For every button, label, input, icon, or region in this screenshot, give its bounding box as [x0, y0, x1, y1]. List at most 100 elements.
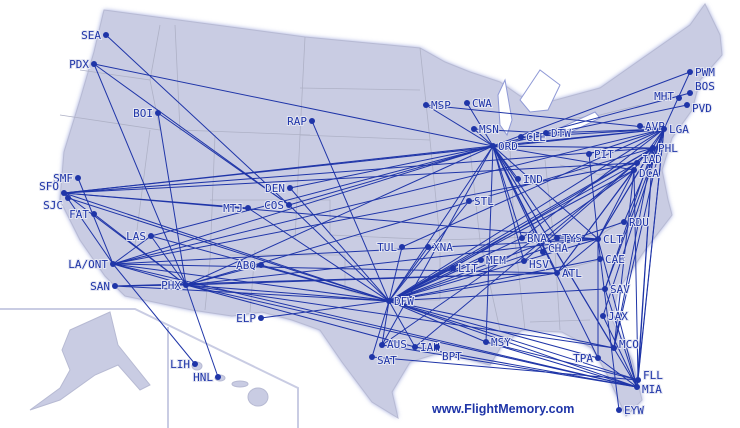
route-ord-cha — [492, 145, 544, 253]
airport-dot — [258, 315, 264, 321]
airport-dot — [286, 202, 292, 208]
airport-label: CLE — [526, 131, 546, 144]
airport-cae[interactable]: CAE — [597, 252, 626, 267]
airport-tpa[interactable]: TPA — [572, 351, 601, 366]
airport-smf[interactable]: SMF — [52, 171, 81, 186]
airport-dot — [687, 69, 693, 75]
route-atl-dfw — [388, 272, 558, 302]
airport-label: RAP — [287, 115, 307, 128]
airport-label: LIT — [458, 262, 478, 275]
airport-rdu[interactable]: RDU — [621, 215, 650, 230]
route-lga-dfw — [388, 128, 665, 302]
airport-dot — [621, 219, 627, 225]
airport-atl[interactable]: ATL — [554, 266, 583, 281]
airport-phl[interactable]: PHL — [650, 141, 679, 156]
airport-label: SFO — [39, 180, 59, 193]
route-clt-pit — [588, 153, 599, 240]
airport-sav[interactable]: SAV — [602, 282, 631, 297]
route-mtj-dfw — [247, 207, 390, 302]
airport-lit[interactable]: LIT — [450, 261, 479, 276]
airport-hsv[interactable]: HSV — [521, 257, 550, 272]
airport-boi[interactable]: BOI — [132, 106, 161, 121]
airport-pdx[interactable]: PDX — [68, 57, 97, 72]
airport-iah[interactable]: IAH — [412, 340, 441, 355]
airport-lih[interactable]: LIH — [169, 357, 198, 372]
route-phx-boi — [157, 112, 187, 286]
airport-dot — [631, 167, 637, 173]
airport-cwa[interactable]: CWA — [464, 96, 493, 111]
airport-mht[interactable]: MHT — [653, 89, 682, 104]
airport-pvd[interactable]: PVD — [684, 101, 713, 116]
airport-dca[interactable]: DCA — [631, 166, 660, 181]
airport-san[interactable]: SAN — [89, 279, 118, 294]
airport-mco[interactable]: MCO — [611, 337, 640, 352]
airport-dot — [515, 176, 521, 182]
airport-dot — [554, 270, 560, 276]
route-lga-sfo — [63, 128, 665, 194]
route-cwa-ord — [466, 102, 494, 147]
airport-mem[interactable]: MEM — [478, 253, 507, 268]
airport-phx[interactable]: PHX — [160, 278, 189, 293]
airport-sea[interactable]: SEA — [80, 28, 109, 43]
alaska — [29, 311, 151, 411]
airport-fat[interactable]: FAT — [68, 207, 97, 222]
footer-website-link[interactable]: www.FlightMemory.com — [432, 402, 575, 416]
airport-msy[interactable]: MSY — [483, 335, 512, 350]
airport-tys[interactable]: TYS — [554, 231, 583, 246]
airport-eyw[interactable]: EYW — [616, 403, 645, 418]
airport-bna[interactable]: BNA — [519, 231, 548, 246]
airport-mia[interactable]: MIA — [634, 382, 663, 397]
airport-msn[interactable]: MSN — [471, 122, 500, 137]
airport-xna[interactable]: XNA — [425, 240, 454, 255]
airport-bos[interactable]: BOS — [687, 79, 716, 96]
airport-la-ont[interactable]: LA/ONT — [67, 257, 116, 272]
airport-dtw[interactable]: DTW — [543, 126, 572, 141]
route-ord-aus — [381, 145, 494, 346]
airport-cle[interactable]: CLE — [518, 130, 547, 145]
airport-jax[interactable]: JAX — [600, 309, 629, 324]
airport-clt[interactable]: CLT — [595, 232, 624, 247]
airport-ind[interactable]: IND — [515, 172, 544, 187]
airport-sfo[interactable]: SFO — [38, 179, 67, 196]
airport-dot — [466, 198, 472, 204]
airport-iad[interactable]: IAD — [634, 152, 663, 167]
route-msy-dfw — [388, 300, 487, 343]
airport-lga[interactable]: LGA — [661, 122, 690, 137]
airport-ord[interactable]: ORD — [490, 139, 519, 154]
airport-abq[interactable]: ABQ — [235, 258, 264, 273]
airport-stl[interactable]: STL — [466, 194, 495, 209]
airport-elp[interactable]: ELP — [235, 311, 264, 326]
route-lga-pit — [588, 128, 665, 155]
airport-avp[interactable]: AVP — [637, 119, 666, 134]
airport-aus[interactable]: AUS — [379, 337, 408, 352]
airport-dot — [386, 298, 392, 304]
airport-dfw[interactable]: DFW — [386, 294, 415, 309]
route-cos-dfw — [288, 204, 390, 302]
airport-label: TUL — [377, 241, 397, 254]
airport-hnl[interactable]: HNL — [192, 370, 221, 385]
airport-den[interactable]: DEN — [264, 181, 293, 196]
route-mia-iah — [414, 346, 638, 388]
airport-cha[interactable]: CHA — [540, 241, 569, 256]
route-la-ont-mia — [112, 263, 638, 388]
airport-tul[interactable]: TUL — [376, 240, 405, 255]
airport-cos[interactable]: COS — [263, 198, 292, 213]
route-ord-clt — [492, 145, 599, 240]
airport-dot — [595, 236, 601, 242]
route-phx-ord — [185, 145, 494, 286]
airport-fll[interactable]: FLL — [635, 368, 664, 383]
airport-sjc[interactable]: SJC — [42, 195, 71, 213]
airport-msp[interactable]: MSP — [423, 98, 452, 113]
route-lit-phl — [452, 147, 654, 269]
airport-label: BOI — [133, 107, 153, 120]
airport-label: SMF — [53, 172, 73, 185]
airport-mtj[interactable]: MTJ — [222, 201, 251, 216]
airport-pit[interactable]: PIT — [586, 147, 615, 162]
airport-bpt[interactable]: BPT — [434, 344, 463, 364]
airport-rap[interactable]: RAP — [286, 114, 315, 129]
airport-pwm[interactable]: PWM — [687, 65, 716, 80]
airport-dot — [369, 354, 375, 360]
route-pdx-ord — [93, 63, 494, 147]
airport-las[interactable]: LAS — [125, 229, 154, 244]
airport-sat[interactable]: SAT — [369, 353, 398, 368]
